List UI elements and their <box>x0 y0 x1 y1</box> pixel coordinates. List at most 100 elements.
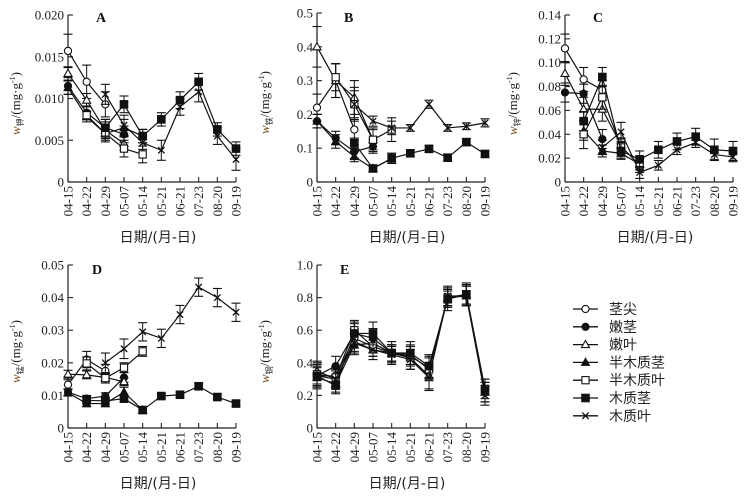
data-point <box>101 123 110 133</box>
series-line <box>583 130 640 165</box>
legend-item: 嫩茎 <box>573 320 637 336</box>
data-point <box>312 115 322 125</box>
data-point <box>598 93 607 102</box>
data-point <box>598 72 607 82</box>
data-point <box>424 144 434 154</box>
x-tick-label: 06-21 <box>422 186 437 216</box>
series-line <box>104 80 237 150</box>
y-tick-label: 1.0 <box>297 258 313 273</box>
series-7 <box>100 277 241 374</box>
y-tick-label: 0.2 <box>297 107 313 122</box>
data-point <box>119 394 129 403</box>
data-point <box>369 346 377 354</box>
x-tick-label: 04-15 <box>310 432 325 462</box>
data-point <box>579 89 588 98</box>
x-tick-label: 04-29 <box>98 186 113 216</box>
y-tick-label: 0.12 <box>538 31 561 46</box>
x-axis-title: 日期/(月-日) <box>617 230 694 246</box>
series-2 <box>312 113 378 159</box>
legend-label: 半木质茎 <box>609 355 665 371</box>
legend-item: 木质茎 <box>573 391 651 407</box>
x-tick-label: 05-21 <box>403 186 418 216</box>
y-tick-label: 0.05 <box>41 258 64 273</box>
series-4 <box>578 120 645 171</box>
data-point <box>175 390 185 400</box>
y-tick-label: 0.02 <box>41 355 64 370</box>
data-point <box>406 124 414 132</box>
series-line <box>353 103 486 129</box>
data-point <box>119 363 129 372</box>
y-axis-title: w铁/(mg·g-1) <box>257 71 274 134</box>
series-3 <box>63 66 129 151</box>
data-point <box>635 155 644 164</box>
x-tick-label: 04-22 <box>79 186 94 216</box>
data-point <box>101 359 109 367</box>
data-point <box>63 380 73 389</box>
y-tick-label: 0.4 <box>297 355 314 370</box>
data-point <box>350 339 358 347</box>
x-tick-label: 05-07 <box>117 186 132 217</box>
series-7 <box>312 285 490 406</box>
series-line <box>67 377 125 400</box>
y-axis-title: w钾/(mg·g-1) <box>8 72 25 135</box>
x-tick-label: 05-21 <box>403 432 418 462</box>
legend-label: 木质叶 <box>609 409 651 425</box>
data-point <box>617 128 625 136</box>
data-point <box>119 100 129 109</box>
data-point <box>63 68 73 77</box>
x-axis-title: 日期/(月-日) <box>369 230 446 246</box>
data-point <box>579 116 588 126</box>
data-point <box>560 88 570 97</box>
data-point <box>444 292 452 300</box>
x-tick-label: 04-22 <box>576 186 591 216</box>
series-7 <box>597 121 738 179</box>
x-tick-label: 05-07 <box>117 432 132 463</box>
data-point <box>82 111 91 120</box>
legend-label: 茎尖 <box>609 302 637 318</box>
data-point <box>138 405 147 415</box>
x-tick-label: 04-15 <box>61 432 76 462</box>
data-point <box>231 399 241 408</box>
series-5 <box>579 84 645 174</box>
legend-item: 嫩叶 <box>573 338 637 354</box>
y-tick-label: 0.06 <box>538 103 561 118</box>
data-point <box>369 117 377 125</box>
data-point <box>368 164 378 173</box>
data-point <box>138 150 147 159</box>
x-tick-label: 05-07 <box>366 432 381 463</box>
y-tick-label: 0.005 <box>35 133 64 148</box>
series-7 <box>100 81 241 171</box>
data-point <box>350 138 359 148</box>
series-line <box>316 295 486 393</box>
x-tick-label: 04-29 <box>595 186 610 216</box>
data-point <box>579 75 588 84</box>
x-tick-label: 04-29 <box>98 432 113 462</box>
x-tick-label: 06-21 <box>173 432 188 462</box>
series-line <box>67 73 125 145</box>
series-line <box>601 130 734 174</box>
y-tick-label: 0.02 <box>538 151 561 166</box>
x-tick-label: 05-14 <box>135 432 150 463</box>
data-point <box>63 82 73 92</box>
series-6 <box>349 137 490 173</box>
data-point <box>425 100 433 108</box>
y-tick-label: 0.6 <box>297 323 314 338</box>
y-tick-label: 0 <box>58 421 65 436</box>
data-point <box>368 135 378 144</box>
x-tick-label: 06-21 <box>173 186 188 216</box>
x-tick-label: 05-21 <box>154 432 169 462</box>
data-point <box>313 372 321 380</box>
data-point <box>119 376 129 386</box>
x-tick-label: 09-19 <box>229 186 244 216</box>
panel-title: E <box>340 263 349 278</box>
data-point <box>63 46 73 56</box>
data-point <box>157 115 166 124</box>
legend-marker <box>581 322 590 331</box>
legend-item: 半木质叶 <box>573 373 665 389</box>
x-tick-label: 07-23 <box>191 432 206 462</box>
legend-label: 半木质叶 <box>609 373 665 389</box>
y-tick-label: 0.8 <box>297 290 313 305</box>
panel-a: 0 0.005 0.010 0.015 0.020 04-15 04-22 04-29 05-0… <box>8 8 244 247</box>
x-tick-label: 05-07 <box>614 186 629 217</box>
data-point <box>406 148 415 158</box>
